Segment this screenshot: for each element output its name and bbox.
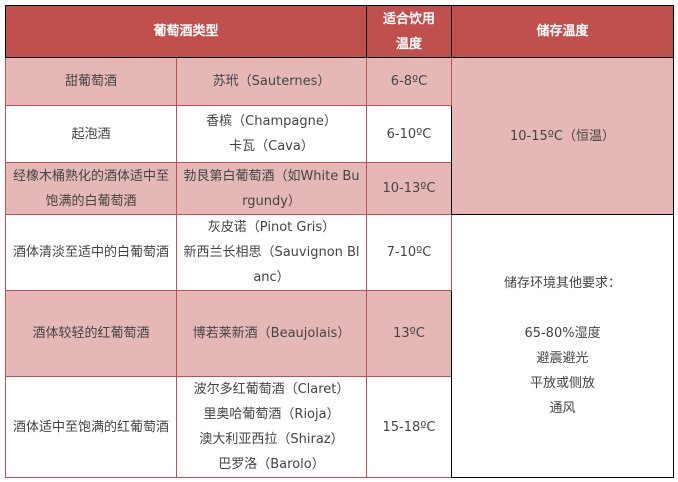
wine-type: 起泡酒 (5, 105, 177, 163)
example: 博若莱新酒（Beaujolais） (192, 326, 351, 341)
wine-type: 经橡木桶熟化的酒体适中至饱满的白葡萄酒 (5, 162, 177, 215)
other-item: 平放或侧放 (530, 376, 596, 391)
other-title: 储存环境其他要求： (504, 276, 622, 291)
table-row: 酒体适中至饱满的红葡萄酒 波尔多红葡萄酒（Claret） 里奥哈葡萄酒（Rioj… (5, 376, 674, 478)
wine-examples: 灰皮诺（Pinot Gris） 新西兰长相思（Sauvignon Blanc） (175, 214, 368, 291)
wine-examples: 博若莱新酒（Beaujolais） (175, 290, 368, 377)
header-row: 葡萄酒类型 适合饮用温度 储存温度 (4, 5, 675, 58)
drink-temp: 10-13ºC (366, 162, 453, 215)
wine-examples: 勃艮第白葡萄酒（如White Burgundy） (175, 162, 368, 215)
other-item: 避震避光 (536, 351, 589, 366)
example: 香槟（Champagne） (206, 114, 337, 129)
wine-type: 酒体适中至饱满的红葡萄酒 (5, 376, 177, 478)
example: 里奥哈葡萄酒（Rioja） (203, 407, 340, 422)
example: 波尔多红葡萄酒（Claret） (193, 382, 350, 397)
storage-other-requirements: 储存环境其他要求： 65-80%湿度 避震避光 平放或侧放 通风 (451, 214, 675, 478)
header-drink-temp: 适合饮用温度 (366, 5, 453, 58)
wine-examples: 苏玳（Sauternes） (175, 57, 368, 106)
drink-temp: 7-10ºC (366, 214, 453, 291)
wine-storage-table: 葡萄酒类型 适合饮用温度 储存温度 甜葡萄酒 苏玳（Sauternes） 6-8… (4, 5, 675, 478)
table-row: 酒体清淡至适中的白葡萄酒 灰皮诺（Pinot Gris） 新西兰长相思（Sauv… (5, 214, 675, 478)
header-storage-temp: 储存温度 (451, 5, 675, 58)
drink-temp: 15-18ºC (366, 376, 453, 478)
header-wine-type: 葡萄酒类型 (4, 5, 368, 58)
wine-examples: 波尔多红葡萄酒（Claret） 里奥哈葡萄酒（Rioja） 澳大利亚西拉（Shi… (175, 376, 368, 478)
example: 巴罗洛（Barolo） (218, 457, 325, 472)
drink-temp: 6-8ºC (366, 57, 453, 106)
wine-type: 酒体较轻的红葡萄酒 (5, 290, 177, 377)
table-row: 甜葡萄酒 苏玳（Sauternes） 6-8ºC 10-15ºC（恒温） (5, 57, 675, 215)
example: 灰皮诺（Pinot Gris） (207, 220, 336, 235)
drink-temp: 13ºC (366, 290, 453, 377)
drink-temp: 6-10ºC (366, 105, 453, 163)
table-row: 酒体较轻的红葡萄酒 博若莱新酒（Beaujolais） 13ºC (5, 290, 674, 377)
table-row: 起泡酒 香槟（Champagne） 卡瓦（Cava） 6-10ºC (5, 105, 674, 163)
table-row: 经橡木桶熟化的酒体适中至饱满的白葡萄酒 勃艮第白葡萄酒（如White Burgu… (5, 162, 674, 215)
wine-type: 甜葡萄酒 (5, 57, 177, 106)
example: 勃艮第白葡萄酒（如White Burgundy） (183, 168, 360, 209)
example: 苏玳（Sauternes） (212, 74, 331, 89)
example: 澳大利亚西拉（Shiraz） (199, 432, 344, 447)
example: 新西兰长相思（Sauvignon Blanc） (183, 245, 360, 285)
wine-examples: 香槟（Champagne） 卡瓦（Cava） (175, 105, 368, 163)
other-item: 65-80%湿度 (524, 326, 601, 341)
storage-temp: 10-15ºC（恒温） (451, 57, 675, 215)
example: 卡瓦（Cava） (229, 139, 314, 154)
wine-type: 酒体清淡至适中的白葡萄酒 (5, 214, 177, 291)
other-item: 通风 (549, 401, 576, 416)
